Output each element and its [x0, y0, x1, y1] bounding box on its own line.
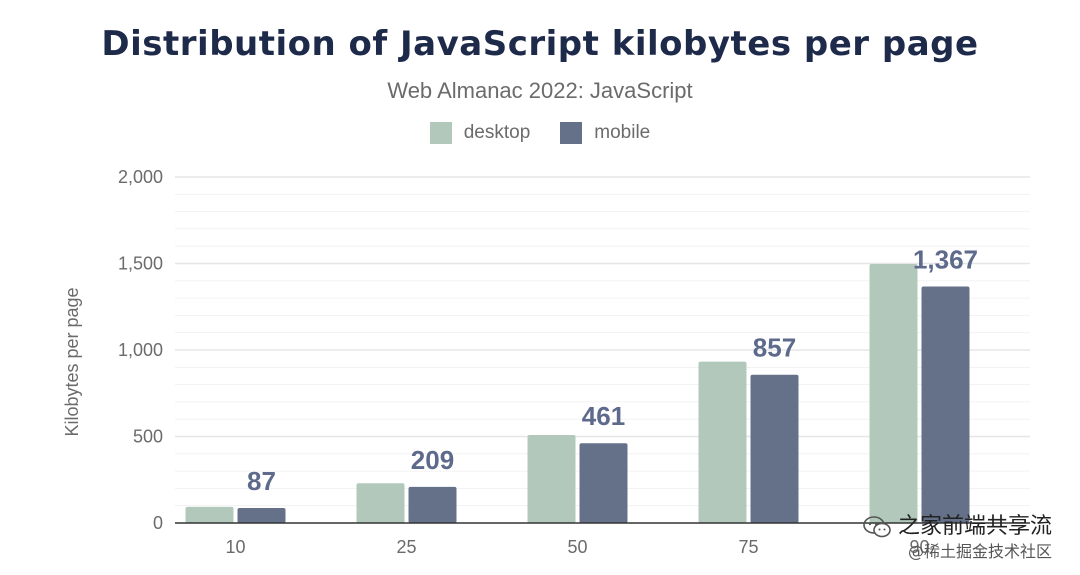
data-label-mobile-90: 1,367 — [913, 245, 978, 275]
chart-subtitle: Web Almanac 2022: JavaScript — [387, 78, 693, 103]
legend-swatch-desktop — [429, 122, 452, 144]
y-tick-label: 500 — [133, 427, 163, 447]
y-tick-label: 1,500 — [118, 254, 163, 274]
legend-item-mobile[interactable]: mobile — [560, 122, 650, 144]
bar-mobile-75 — [750, 374, 799, 523]
wechat-icon — [863, 516, 891, 538]
watermark-line1: 之家前端共享流 — [862, 508, 1052, 540]
x-tick-label: 10 — [225, 537, 245, 557]
bar-mobile-10 — [237, 507, 286, 523]
bar-desktop-10 — [185, 506, 234, 523]
x-tick-label: 75 — [738, 537, 758, 557]
legend-label-desktop: desktop — [463, 122, 531, 143]
bar-desktop-25 — [356, 483, 405, 523]
data-label-mobile-10: 87 — [247, 466, 276, 496]
legend: desktop mobile — [0, 122, 1080, 144]
legend-swatch-mobile — [560, 122, 583, 144]
y-tick-label: 2,000 — [118, 167, 163, 187]
bar-desktop-75 — [698, 361, 747, 523]
y-tick-label: 1,000 — [118, 340, 163, 360]
bar-mobile-90 — [921, 286, 970, 523]
data-label-mobile-75: 857 — [753, 333, 796, 363]
watermark-line2: @稀土掘金技术社区 — [907, 542, 1052, 561]
y-tick-label: 0 — [153, 513, 163, 533]
watermark-text-1: 之家前端共享流 — [897, 514, 1052, 539]
bar-mobile-25 — [408, 486, 457, 523]
bar-mobile-50 — [579, 443, 628, 523]
bar-desktop-50 — [527, 434, 576, 523]
x-tick-label: 90 — [909, 537, 929, 557]
x-tick-label: 25 — [396, 537, 416, 557]
data-label-mobile-25: 209 — [411, 445, 454, 475]
legend-item-desktop[interactable]: desktop — [429, 122, 531, 144]
data-label-mobile-50: 461 — [582, 401, 625, 431]
chart-title: Distribution of JavaScript kilobytes per… — [101, 24, 979, 64]
legend-label-mobile: mobile — [594, 122, 651, 143]
bar-desktop-90 — [869, 264, 918, 523]
x-tick-label: 50 — [567, 537, 587, 557]
y-axis-title: Kilobytes per page — [62, 287, 82, 436]
